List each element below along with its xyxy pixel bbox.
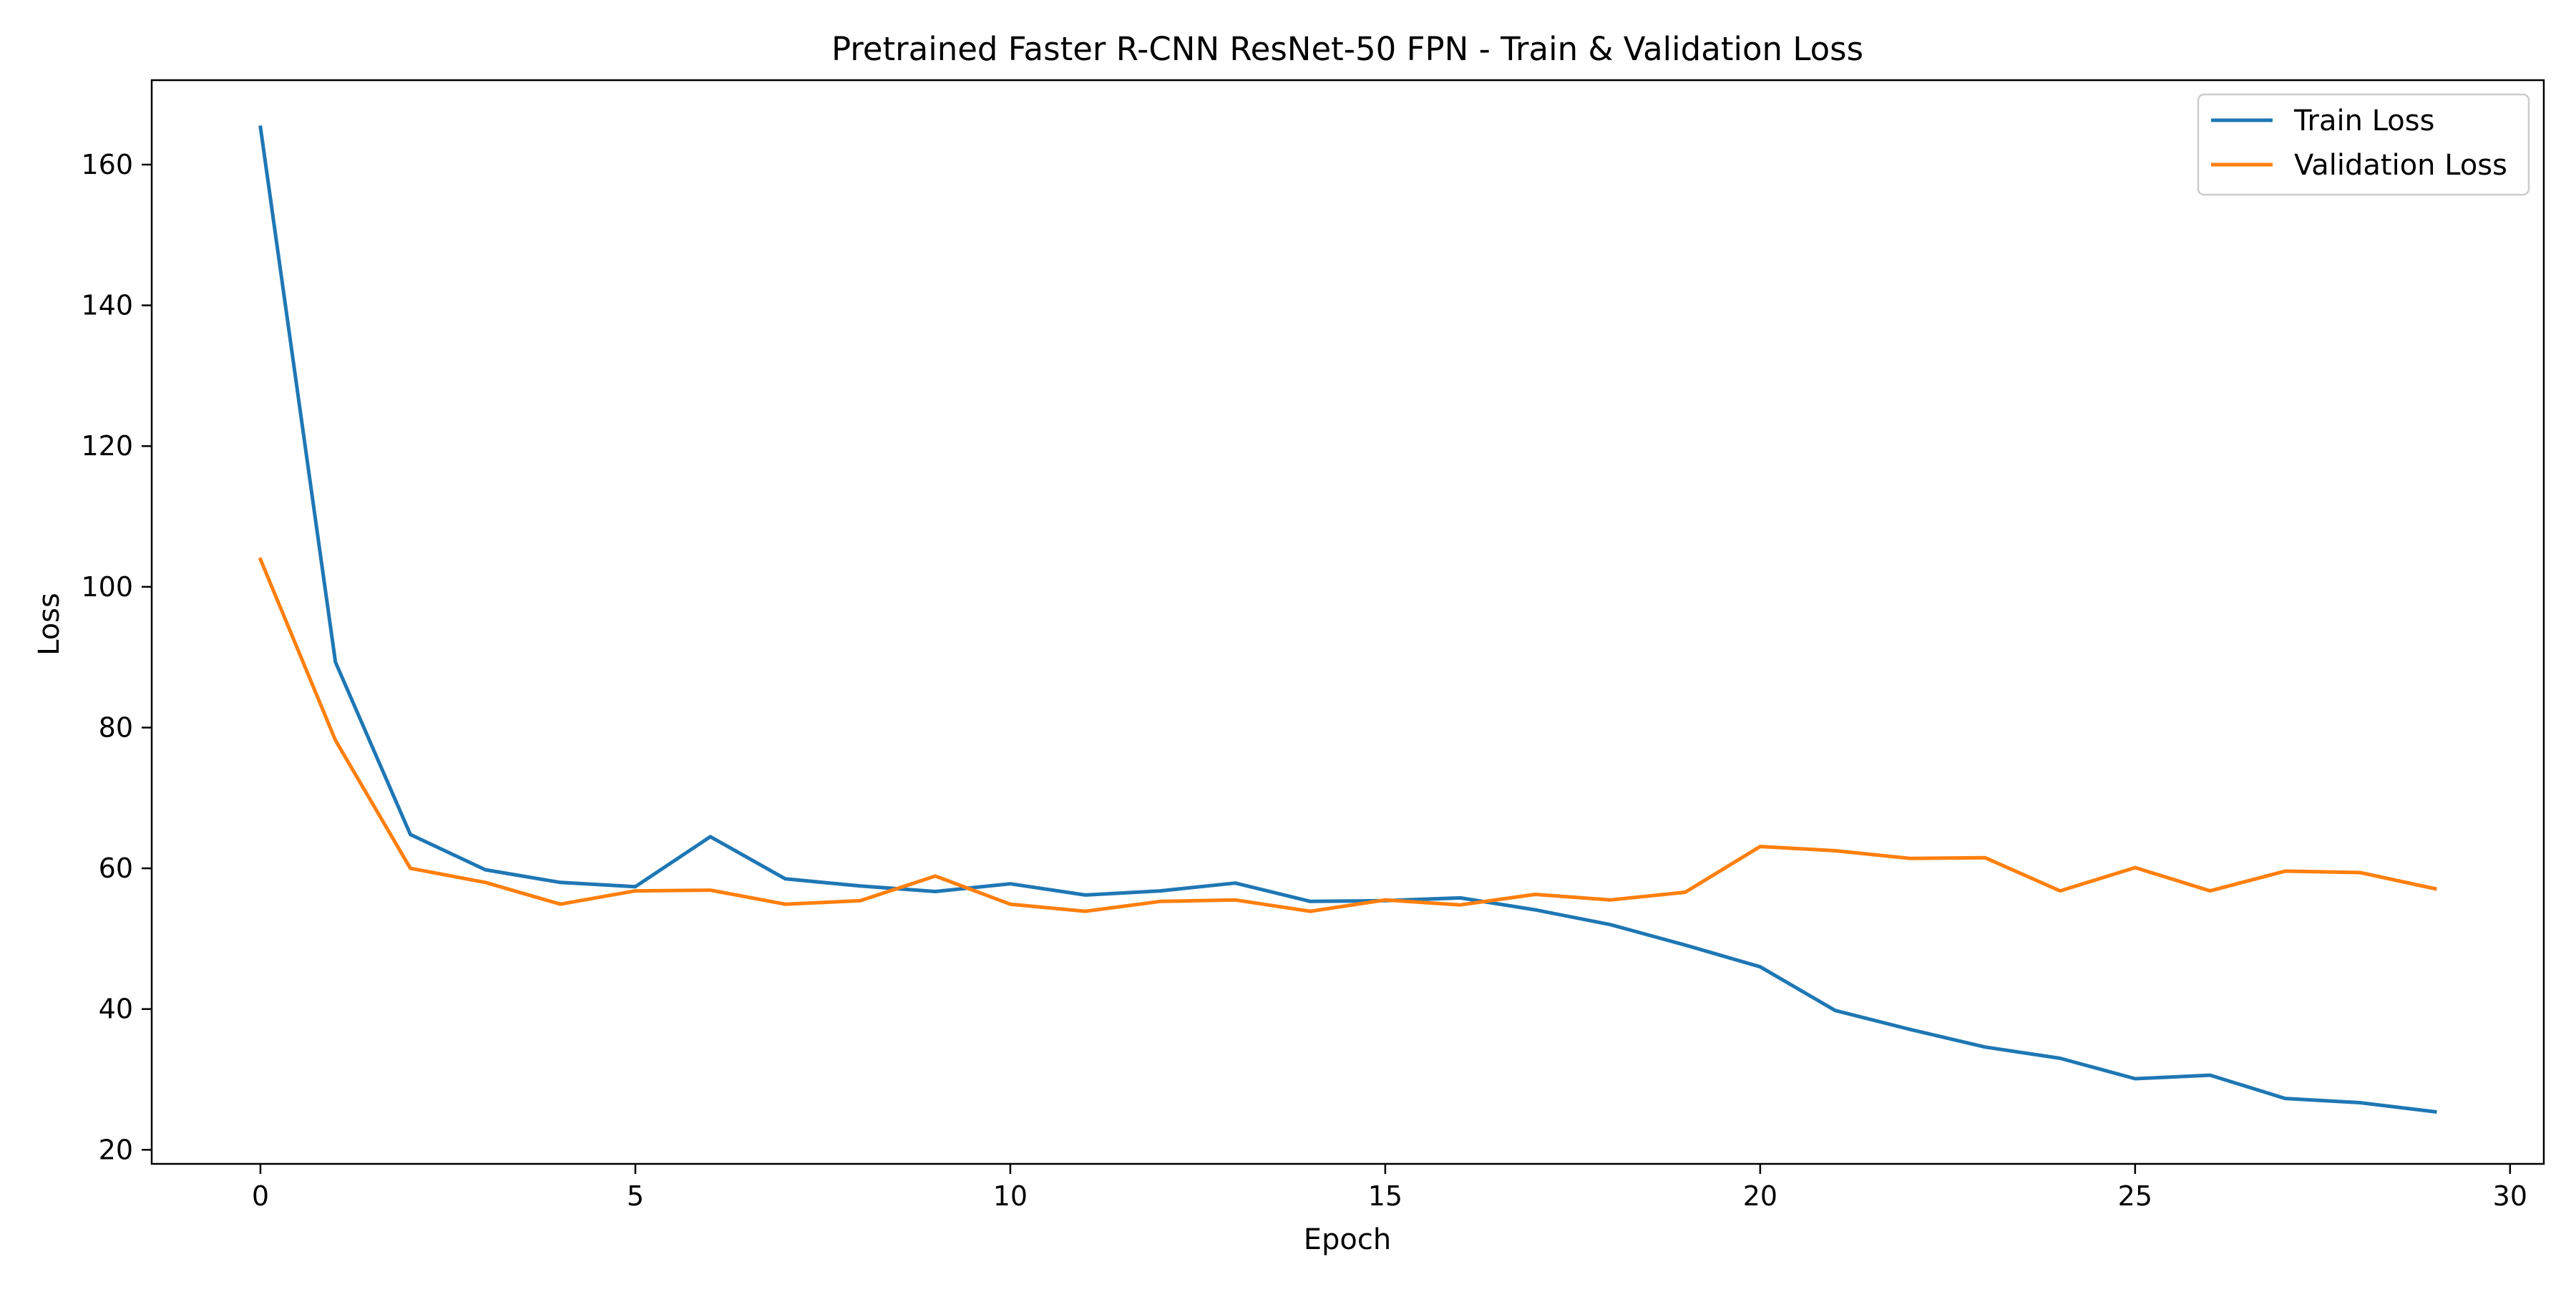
chart-title: Pretrained Faster R-CNN ResNet-50 FPN - … — [831, 30, 1863, 68]
y-tick-label: 160 — [81, 149, 133, 180]
x-tick-label: 10 — [993, 1180, 1028, 1212]
y-tick-label: 60 — [99, 853, 133, 884]
y-tick-label: 40 — [99, 994, 133, 1025]
legend-label-validation-loss: Validation Loss — [2294, 149, 2507, 182]
x-tick-label: 25 — [2118, 1180, 2152, 1212]
y-tick-label: 100 — [81, 571, 133, 603]
x-tick-label: 15 — [1368, 1180, 1402, 1212]
series-line-validation-loss — [258, 557, 2437, 913]
legend-box — [2197, 93, 2530, 196]
legend: Train Loss Validation Loss — [2197, 93, 2530, 196]
plot-area: 0 5 10 15 20 25 30 20 40 60 80 100 120 140 160 — [81, 79, 2545, 1212]
y-tick-label: 120 — [81, 430, 133, 462]
y-tick-label: 140 — [81, 290, 133, 321]
plot-frame — [150, 79, 2545, 1165]
series-line-train-loss — [258, 125, 2437, 1114]
y-tick-label: 20 — [99, 1134, 133, 1165]
x-tick-label: 0 — [252, 1180, 269, 1212]
x-tick-label: 5 — [627, 1180, 644, 1212]
y-axis-label: Loss — [33, 593, 66, 656]
x-tick-label: 20 — [1743, 1180, 1777, 1212]
x-tick-label: 30 — [2493, 1180, 2527, 1212]
legend-label-train-loss: Train Loss — [2293, 105, 2434, 137]
x-axis-label: Epoch — [1304, 1223, 1391, 1256]
y-tick-label: 80 — [99, 711, 133, 743]
